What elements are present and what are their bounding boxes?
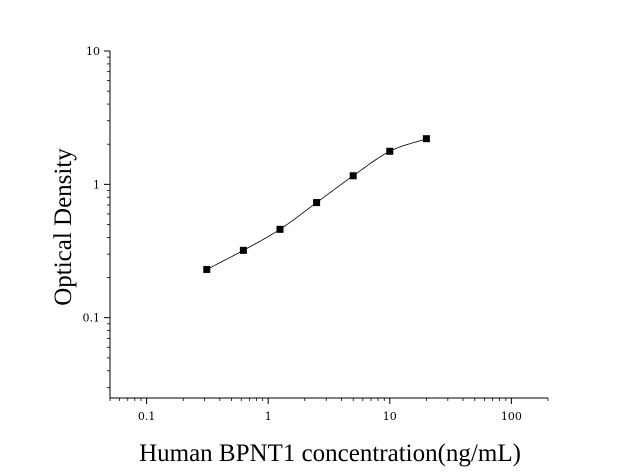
data-point (422, 135, 430, 143)
data-point (203, 265, 211, 273)
data-point (276, 225, 284, 233)
data-point (386, 147, 394, 155)
x-tick-label: 10 (383, 410, 397, 423)
data-point (349, 172, 357, 180)
y-tick-label: 1 (93, 178, 100, 191)
axes: 0.1 1 10 100 0.1 1 10 (83, 45, 549, 423)
x-tick-label: 1 (265, 410, 272, 423)
x-tick-label: 100 (501, 410, 522, 423)
data-point (313, 199, 321, 207)
x-axis-title: Human BPNT1 concentration(ng/mL) (139, 440, 521, 467)
y-tick-label: 10 (86, 45, 100, 58)
y-tick-label: 0.1 (83, 312, 101, 325)
x-tick-label: 0.1 (138, 410, 156, 423)
data-point (239, 246, 247, 254)
data-points (203, 135, 430, 273)
y-axis-title: Optical Density (50, 148, 77, 306)
